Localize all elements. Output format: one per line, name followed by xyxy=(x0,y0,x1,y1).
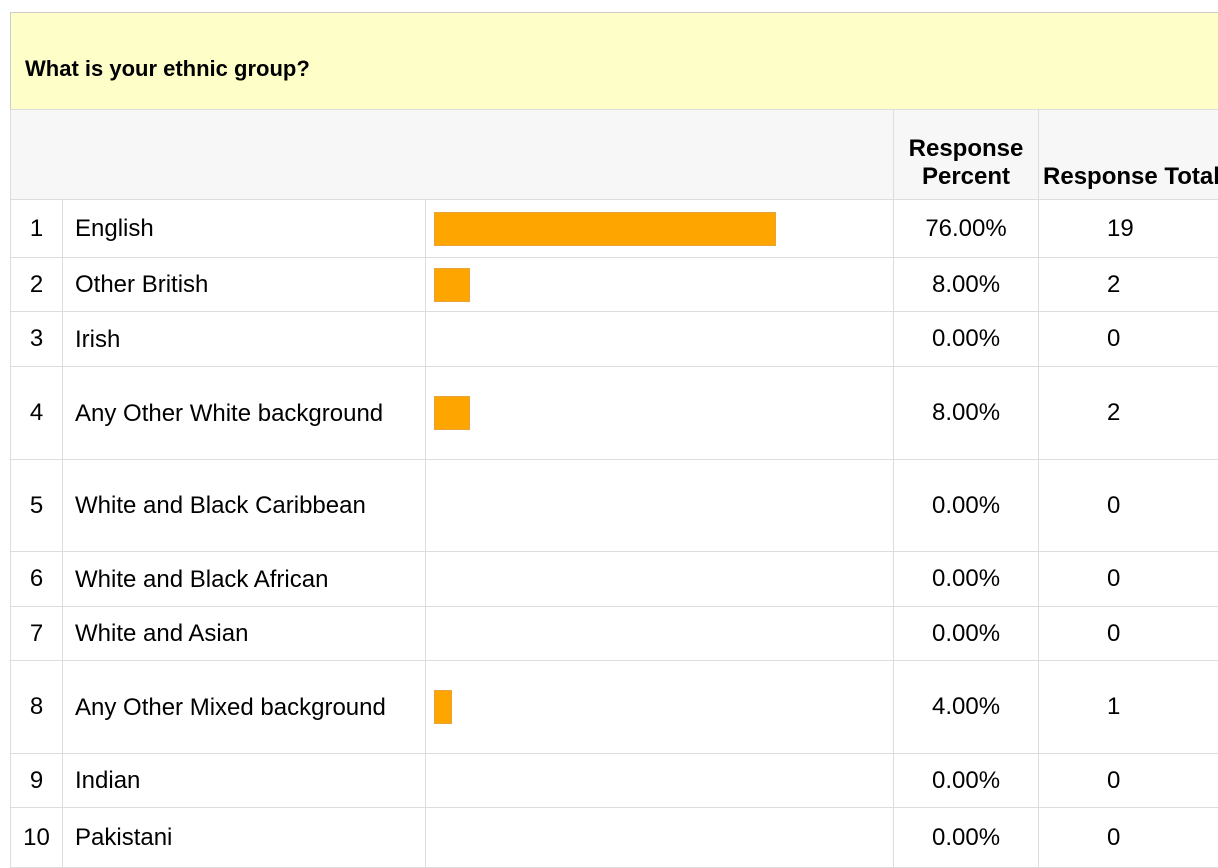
bar xyxy=(434,396,470,430)
response-total: 0 xyxy=(1039,754,1218,808)
response-percent: 8.00% xyxy=(894,367,1039,460)
bar xyxy=(434,212,776,246)
bar-cell xyxy=(426,552,894,607)
row-index: 5 xyxy=(11,460,63,552)
bar-cell xyxy=(426,312,894,367)
response-total: 0 xyxy=(1039,552,1218,607)
response-percent: 0.00% xyxy=(894,607,1039,661)
response-percent: 0.00% xyxy=(894,552,1039,607)
row-index: 9 xyxy=(11,754,63,808)
answer-label: English xyxy=(63,200,426,258)
answer-label: Other British xyxy=(63,258,426,312)
answer-label: Irish xyxy=(63,312,426,367)
response-total: 2 xyxy=(1039,258,1218,312)
header-blank xyxy=(11,110,894,200)
bar-cell xyxy=(426,808,894,868)
answer-label: Any Other Mixed background xyxy=(63,661,426,754)
bar-cell xyxy=(426,200,894,258)
bar xyxy=(434,690,452,724)
column-header: Response Percent xyxy=(894,110,1039,200)
header-row: Response Percent Response Total xyxy=(11,110,1218,200)
answer-label: White and Asian xyxy=(63,607,426,661)
row-index: 6 xyxy=(11,552,63,607)
response-total: 0 xyxy=(1039,460,1218,552)
response-percent: 0.00% xyxy=(894,460,1039,552)
bar-cell xyxy=(426,460,894,552)
response-percent: 4.00% xyxy=(894,661,1039,754)
bar xyxy=(434,268,470,302)
row-index: 3 xyxy=(11,312,63,367)
response-total: 0 xyxy=(1039,808,1218,868)
survey-question: What is your ethnic group? Response Perc… xyxy=(10,12,1218,868)
response-total: 0 xyxy=(1039,607,1218,661)
bar-cell xyxy=(426,661,894,754)
row-index: 7 xyxy=(11,607,63,661)
answer-label: Pakistani xyxy=(63,808,426,868)
row-index: 1 xyxy=(11,200,63,258)
bar-cell xyxy=(426,607,894,661)
bar-cell xyxy=(426,754,894,808)
bar-cell xyxy=(426,367,894,460)
response-percent: 76.00% xyxy=(894,200,1039,258)
row-index: 10 xyxy=(11,808,63,868)
row-index: 8 xyxy=(11,661,63,754)
response-total: 2 xyxy=(1039,367,1218,460)
answer-label: Any Other White background xyxy=(63,367,426,460)
row-index: 4 xyxy=(11,367,63,460)
answer-label: White and Black Caribbean xyxy=(63,460,426,552)
answer-label: White and Black African xyxy=(63,552,426,607)
row-index: 2 xyxy=(11,258,63,312)
response-percent: 0.00% xyxy=(894,312,1039,367)
response-total: 1 xyxy=(1039,661,1218,754)
answer-label: Indian xyxy=(63,754,426,808)
response-total: 19 xyxy=(1039,200,1218,258)
column-header: Response Total xyxy=(1039,110,1218,200)
question-title: What is your ethnic group? xyxy=(10,12,1218,109)
response-percent: 8.00% xyxy=(894,258,1039,312)
response-percent: 0.00% xyxy=(894,754,1039,808)
response-total: 0 xyxy=(1039,312,1218,367)
bar-cell xyxy=(426,258,894,312)
response-percent: 0.00% xyxy=(894,808,1039,868)
